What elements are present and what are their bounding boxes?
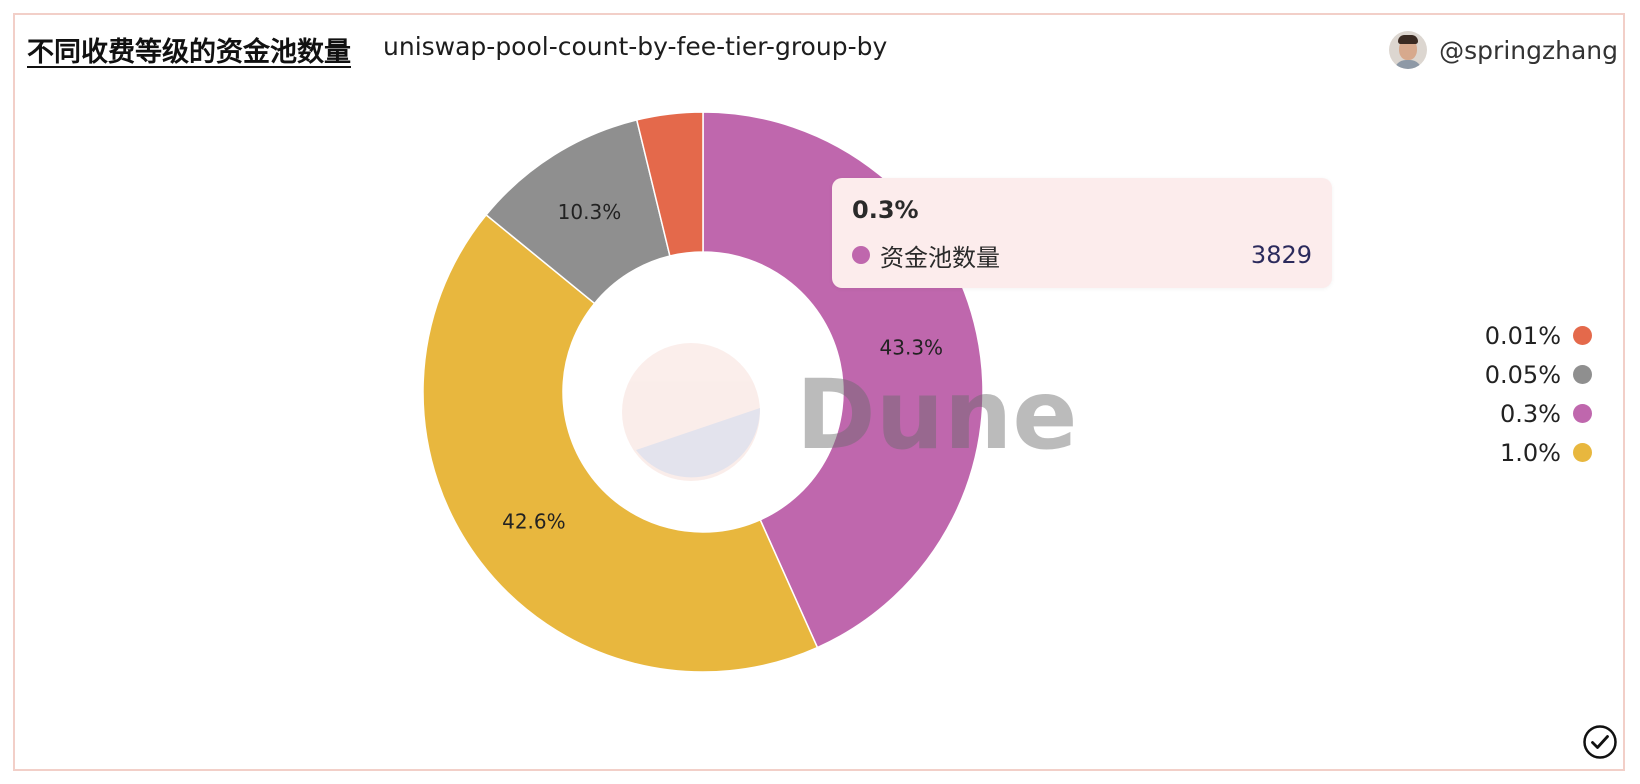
avatar[interactable]	[1389, 31, 1428, 69]
author-block[interactable]: @springzhang	[1389, 30, 1618, 70]
chart-legend: 0.01% 0.05% 0.3% 1.0%	[1485, 316, 1592, 472]
query-name: uniswap-pool-count-by-fee-tier-group-by	[383, 32, 888, 61]
legend-item-0.3[interactable]: 0.3%	[1485, 394, 1592, 433]
tooltip-series-dot	[852, 246, 870, 264]
slice-label-1.0%: 42.6%	[502, 509, 566, 533]
legend-label: 1.0%	[1500, 438, 1561, 467]
legend-label: 0.05%	[1484, 360, 1561, 389]
watermark-text: Dune	[796, 359, 1077, 471]
tooltip-title: 0.3%	[852, 196, 919, 224]
legend-item-1.0[interactable]: 1.0%	[1485, 433, 1592, 472]
legend-item-0.05[interactable]: 0.05%	[1485, 355, 1592, 394]
legend-label: 0.01%	[1484, 321, 1561, 350]
legend-dot	[1573, 365, 1592, 384]
legend-label: 0.3%	[1500, 399, 1561, 428]
tooltip-series-name: 资金池数量	[880, 243, 1000, 272]
pie-slice-0.01%[interactable]	[635, 111, 704, 257]
legend-dot	[1573, 404, 1592, 423]
legend-dot	[1573, 443, 1592, 462]
chart-header: 不同收费等级的资金池数量 uniswap-pool-count-by-fee-t…	[27, 30, 1618, 70]
legend-item-0.01[interactable]: 0.01%	[1485, 316, 1592, 355]
legend-dot	[1573, 326, 1592, 345]
slice-label-0.05%: 10.3%	[558, 200, 622, 224]
chart-title[interactable]: 不同收费等级的资金池数量	[27, 37, 351, 68]
tooltip-row: 资金池数量 3829	[852, 240, 1312, 272]
tooltip-value: 3829	[1250, 241, 1312, 269]
slice-label-0.3%: 43.3%	[880, 335, 944, 359]
dune-logo	[622, 343, 761, 481]
chart-tooltip: 0.3% 资金池数量 3829	[832, 178, 1332, 288]
dune-logo-mark-lower	[636, 408, 761, 478]
check-circle-icon[interactable]	[1582, 724, 1618, 760]
pie-slice-1.0%[interactable]	[422, 213, 819, 673]
author-name[interactable]: @springzhang	[1439, 35, 1618, 65]
